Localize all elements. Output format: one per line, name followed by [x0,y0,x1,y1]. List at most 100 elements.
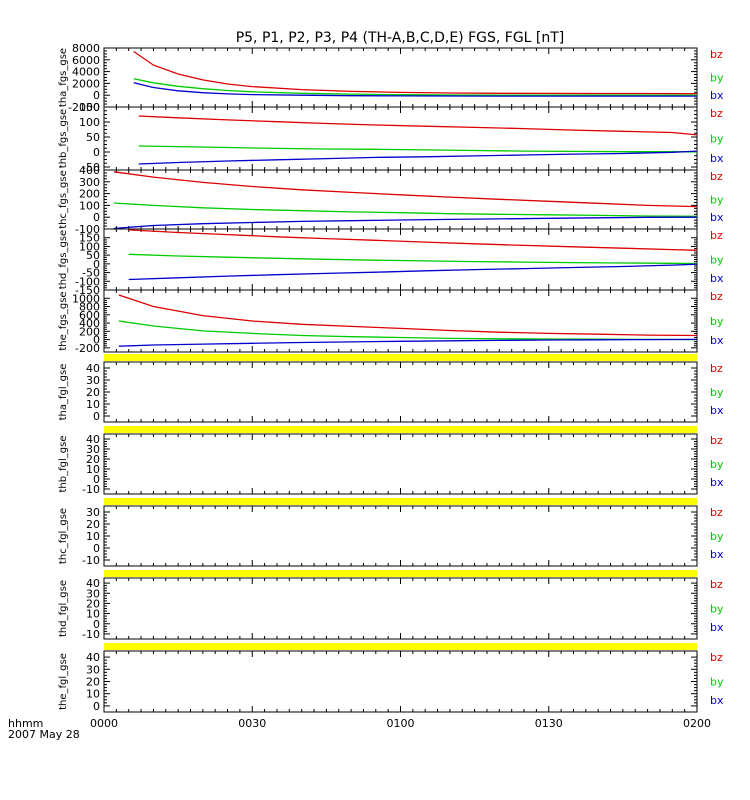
panel-frame [103,361,698,423]
panel-frame [103,577,698,640]
y-tick-label: 0 [93,146,100,159]
separator-bar-2 [104,426,697,433]
y-tick-label: -10 [82,483,100,496]
y-tick-label: 0 [93,473,100,486]
y-axis-label: thd_fgs_gse [58,230,69,289]
y-tick-label: 30 [86,587,100,600]
y-tick-label: 100 [79,199,100,212]
y-tick-label: 600 [79,309,100,322]
legend-bz: bz [710,107,723,120]
y-tick-label: -10 [82,628,100,641]
legend-bz: bz [710,434,723,447]
y-axis-label: thd_fgl_gse [58,580,69,637]
y-tick-label: 400 [79,317,100,330]
legend-by: by [710,315,724,328]
series-line-bz [128,229,698,251]
y-tick-label: 0 [93,334,100,347]
legend-by: by [710,254,724,267]
y-tick-label: 6000 [72,54,100,67]
x-tick-label: 0130 [535,717,563,730]
y-tick-label: 40 [86,433,100,446]
y-tick-label: -100 [75,275,100,288]
legend-by: by [710,603,724,616]
legend-bx: bx [710,548,724,561]
legend-by: by [710,676,724,689]
y-tick-label: 300 [79,176,100,189]
legend-bz: bz [710,506,723,519]
separator-bar-5 [104,643,697,650]
y-tick-label: 40 [86,362,100,375]
panel-frame [103,505,698,567]
y-tick-label: 20 [86,386,100,399]
panel-thb_fgs_gse: 150 100 50 0 -50 thb_fgs_gse bz by bx [58,101,724,174]
y-tick-label: 0 [93,618,100,631]
legend-bz: bz [710,229,723,242]
y-tick-label: 10 [86,608,100,621]
series-line-by [128,253,698,265]
legend-by: by [710,133,724,146]
x-tick-label: 0000 [90,717,118,730]
y-tick-label: 30 [86,506,100,519]
legend-bz: bz [710,290,723,303]
series-line-by [138,145,698,153]
y-tick-label: 10 [86,398,100,411]
y-tick-label: 100 [79,240,100,253]
legend-by: by [710,458,724,471]
y-axis-label: the_fgs_gse [58,291,69,350]
series-line-by [133,78,697,96]
y-tick-label: 20 [86,676,100,689]
y-tick-label: 10 [86,530,100,543]
series-line-bx [128,263,698,281]
y-tick-label: 30 [86,374,100,387]
figure-title: P5, P1, P2, P3, P4 (TH-A,B,C,D,E) FGS, F… [236,30,565,46]
legend-bx: bx [710,404,724,417]
x-axis: 0000 0030 0100 0130 0200 [90,717,711,730]
y-tick-label: 40 [86,577,100,590]
y-tick-label: 0 [93,700,100,713]
series-line-bx [133,82,697,97]
panel-frame [103,106,698,171]
y-tick-label: 0 [93,89,100,102]
y-tick-label: -200 [75,342,100,355]
y-tick-label: -10 [82,554,100,567]
legend-bx: bx [710,476,724,489]
y-tick-label: 150 [79,232,100,245]
legend-by: by [710,386,724,399]
y-tick-label: 10 [86,463,100,476]
y-tick-label: 8000 [72,42,100,55]
y-tick-label: 20 [86,453,100,466]
panel-frame [103,228,698,291]
y-axis-label: tha_fgl_gse [58,364,69,421]
x-axis-label-line2: 2007 May 28 [8,728,80,741]
separator-bar-1 [104,354,697,361]
series-line-bz [113,171,698,208]
y-tick-label: 150 [79,101,100,114]
y-tick-label: -100 [75,223,100,236]
y-tick-label: -50 [82,267,100,280]
y-tick-label: 4000 [72,66,100,79]
y-axis-label: thc_fgs_gse [58,170,69,229]
y-tick-label: -2000 [68,101,100,114]
y-axis-label: thb_fgl_gse [58,436,69,493]
y-axis-label: the_fgl_gse [58,653,69,710]
legend-bx: bx [710,152,724,165]
separator-bar-4 [104,570,697,577]
y-axis-label: tha_fgs_gse [58,48,69,107]
legend-bx: bx [710,694,724,707]
y-tick-label: 100 [79,116,100,129]
x-tick-label: 0100 [387,717,415,730]
y-tick-label: -150 [75,284,100,297]
y-tick-label: 1000 [72,292,100,305]
y-tick-label: 40 [86,651,100,664]
series-line-by [118,320,698,341]
series-line-by [113,202,698,217]
y-axis-label: thb_fgs_gse [58,109,69,168]
